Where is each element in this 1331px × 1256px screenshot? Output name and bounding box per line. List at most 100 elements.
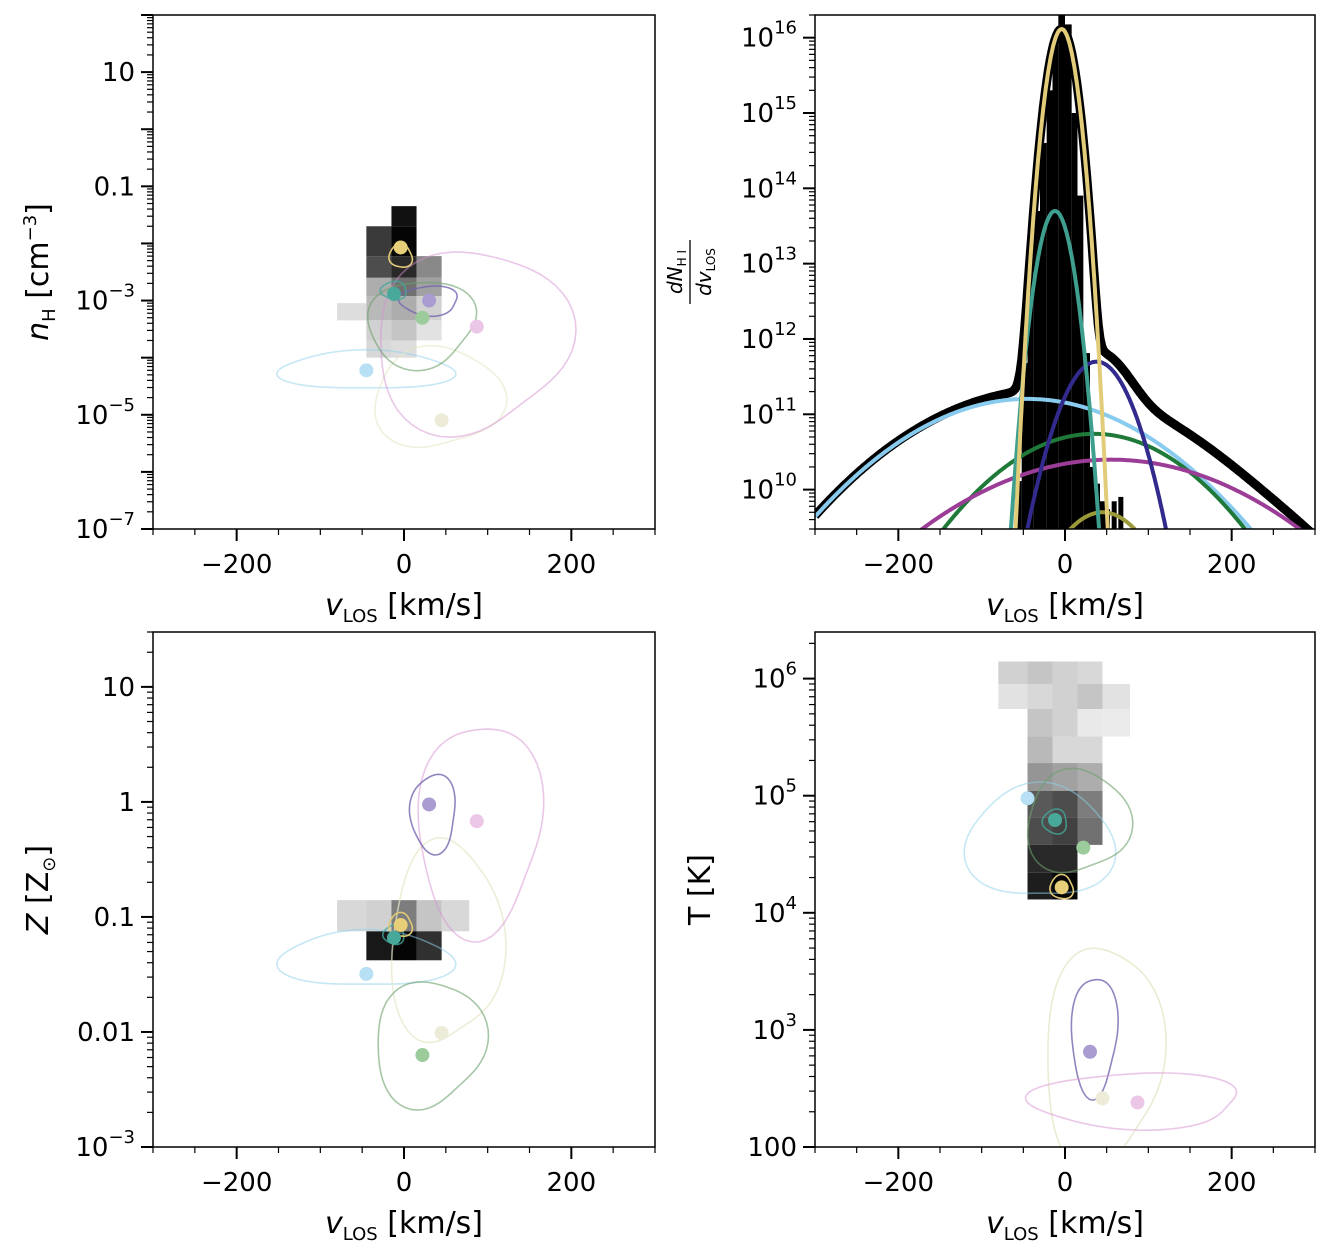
plot-area [815, 15, 1314, 529]
plot-area [276, 728, 545, 1111]
heat-cell [337, 900, 367, 932]
heat-cell [366, 226, 392, 257]
x-tick-label: −200 [201, 1168, 272, 1198]
component-point [359, 363, 374, 378]
y-tick-label: 10−3 [75, 1127, 135, 1163]
contour-line [1047, 947, 1168, 1147]
y-tick-label: 1013 [741, 244, 797, 280]
svg-text:dNH I: dNH I [663, 250, 689, 294]
panel-density: −200 0 200 10 0.1 10−3 10−5 10−7 vLOS [km/s] nH [… [20, 14, 656, 627]
heat-cell [1052, 661, 1078, 684]
component-point [415, 1048, 430, 1063]
heat-cell [1027, 844, 1053, 873]
svg-text:dvLOS: dvLOS [692, 248, 718, 296]
component-point [393, 918, 408, 933]
heat-cell [441, 900, 470, 932]
heat-cell [1077, 709, 1103, 737]
y-tick-label: 10 [102, 58, 135, 88]
contour-line [380, 251, 577, 439]
x-tick-label: 0 [1057, 550, 1074, 580]
component-point [386, 287, 401, 302]
heat-cell [1077, 683, 1103, 710]
heat-cell [1027, 709, 1053, 737]
component-point [1020, 791, 1035, 806]
x-tick-label: −200 [863, 550, 934, 580]
heat-cell [1027, 763, 1053, 791]
contour-line [377, 981, 490, 1111]
x-axis-label: vLOS [km/s] [986, 588, 1144, 627]
component-point [422, 293, 437, 308]
heat-cell [998, 683, 1028, 710]
y-tick-label: 1015 [741, 93, 797, 129]
heat-cell [391, 320, 417, 341]
component-point [422, 797, 437, 812]
contour-line [276, 928, 457, 985]
heat-cell [1052, 763, 1078, 791]
plot-area [276, 206, 577, 449]
contour-line [417, 728, 545, 943]
y-axis-label: nH [cm−3] [20, 203, 60, 341]
plot-area [963, 661, 1238, 1147]
component-point [469, 319, 484, 334]
x-tick-label: 200 [547, 1168, 597, 1198]
y-axis-label: Z [Z⊙] [21, 845, 60, 935]
y-tick-label: 104 [752, 893, 797, 929]
contour-line [408, 773, 456, 856]
component-point [393, 240, 408, 255]
y-tick-label: 0.1 [94, 172, 135, 202]
x-axis-label: vLOS [km/s] [325, 588, 483, 627]
histogram-bar [1033, 210, 1040, 529]
histogram-bar [1100, 501, 1105, 529]
x-axis-label: vLOS [km/s] [325, 1206, 483, 1245]
heat-cell [416, 900, 442, 932]
component-point [469, 814, 484, 829]
series-line [940, 431, 1248, 529]
histogram-bar [1090, 466, 1095, 529]
series-line [918, 457, 1304, 529]
heat-cell [366, 296, 392, 321]
contour-line [1024, 1072, 1238, 1132]
axes-frame [152, 631, 656, 1148]
heat-cell [1077, 817, 1103, 845]
y-tick-label: 10 [102, 673, 135, 703]
panel-metallicity: −200 0 200 10 1 0.1 0.01 10−3 vLOS [km/s] Z [Z⊙] [21, 631, 656, 1245]
y-tick-label: 10−3 [75, 281, 135, 317]
component-point [1095, 1091, 1110, 1106]
heat-cell [1027, 661, 1053, 684]
contour-line [276, 348, 457, 389]
y-tick-label: 0.01 [77, 1018, 135, 1048]
histogram-bar [1058, 15, 1065, 529]
histogram-bar [1046, 90, 1053, 529]
series-line [815, 396, 1254, 529]
heat-cell [416, 931, 442, 961]
histogram-bar [1077, 195, 1084, 529]
histogram-bar [1065, 24, 1072, 529]
contour-line [374, 344, 508, 449]
heat-cell [998, 661, 1028, 684]
heat-cell [1077, 661, 1103, 684]
contour-line [388, 911, 414, 937]
heat-cell [416, 256, 442, 278]
heat-cell [1052, 790, 1078, 818]
heat-cell [1077, 736, 1103, 764]
heat-cell [1052, 844, 1078, 873]
component-point [415, 310, 430, 325]
contour-line [1041, 808, 1067, 835]
heat-cell [1027, 683, 1053, 710]
component-point [359, 966, 374, 981]
x-tick-label: 200 [1207, 550, 1257, 580]
component-point [1083, 1044, 1097, 1059]
heat-cell [1052, 709, 1078, 737]
component-point [434, 1025, 449, 1040]
contour-line [397, 285, 458, 318]
y-tick-label: 1012 [741, 319, 797, 355]
y-tick-label: 100 [747, 1133, 797, 1163]
heat-cell [1027, 872, 1053, 900]
y-axis-label: T [K] [683, 854, 718, 926]
contour-line [1026, 767, 1134, 874]
x-tick-label: 200 [1207, 1168, 1257, 1198]
component-point [386, 930, 401, 945]
histogram-bar [1040, 142, 1047, 529]
